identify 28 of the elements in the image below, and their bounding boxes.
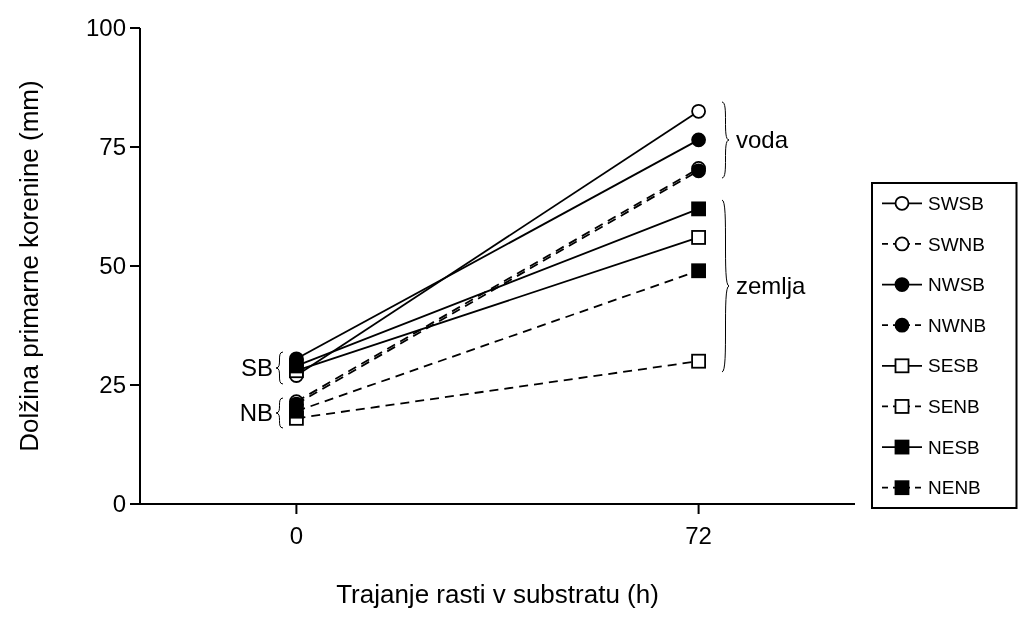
point [691,103,706,119]
y-tick-label: 100 [85,14,126,42]
point [289,403,304,419]
legend-label: NESB [928,436,980,458]
x-tick-label: 72 [685,522,712,549]
point [691,201,706,217]
legend-label: NWNB [928,314,987,336]
annotation: SB [240,354,273,382]
point [691,230,706,245]
legend-label: SESB [928,355,979,377]
annotation: NB [239,399,273,427]
legend-label: SWNB [928,233,985,255]
point [691,132,706,148]
y-axis-title: Dolžina primarne korenine (mm) [14,80,44,452]
y-tick-label: 75 [99,133,126,161]
legend-label: SENB [928,396,980,418]
point [691,353,706,369]
point [691,263,706,279]
legend-label: NENB [928,477,981,499]
annotation: voda [736,126,789,154]
point [289,358,304,374]
y-tick-label: 25 [99,371,126,399]
annotation: zemlja [736,272,806,300]
legend-label: NWSB [928,274,985,296]
y-tick-label: 50 [99,252,126,280]
x-axis-title: Trajanje rasti v substratu (h) [336,579,659,609]
y-tick-label: 0 [112,490,126,518]
legend-label: SWSB [928,192,984,214]
